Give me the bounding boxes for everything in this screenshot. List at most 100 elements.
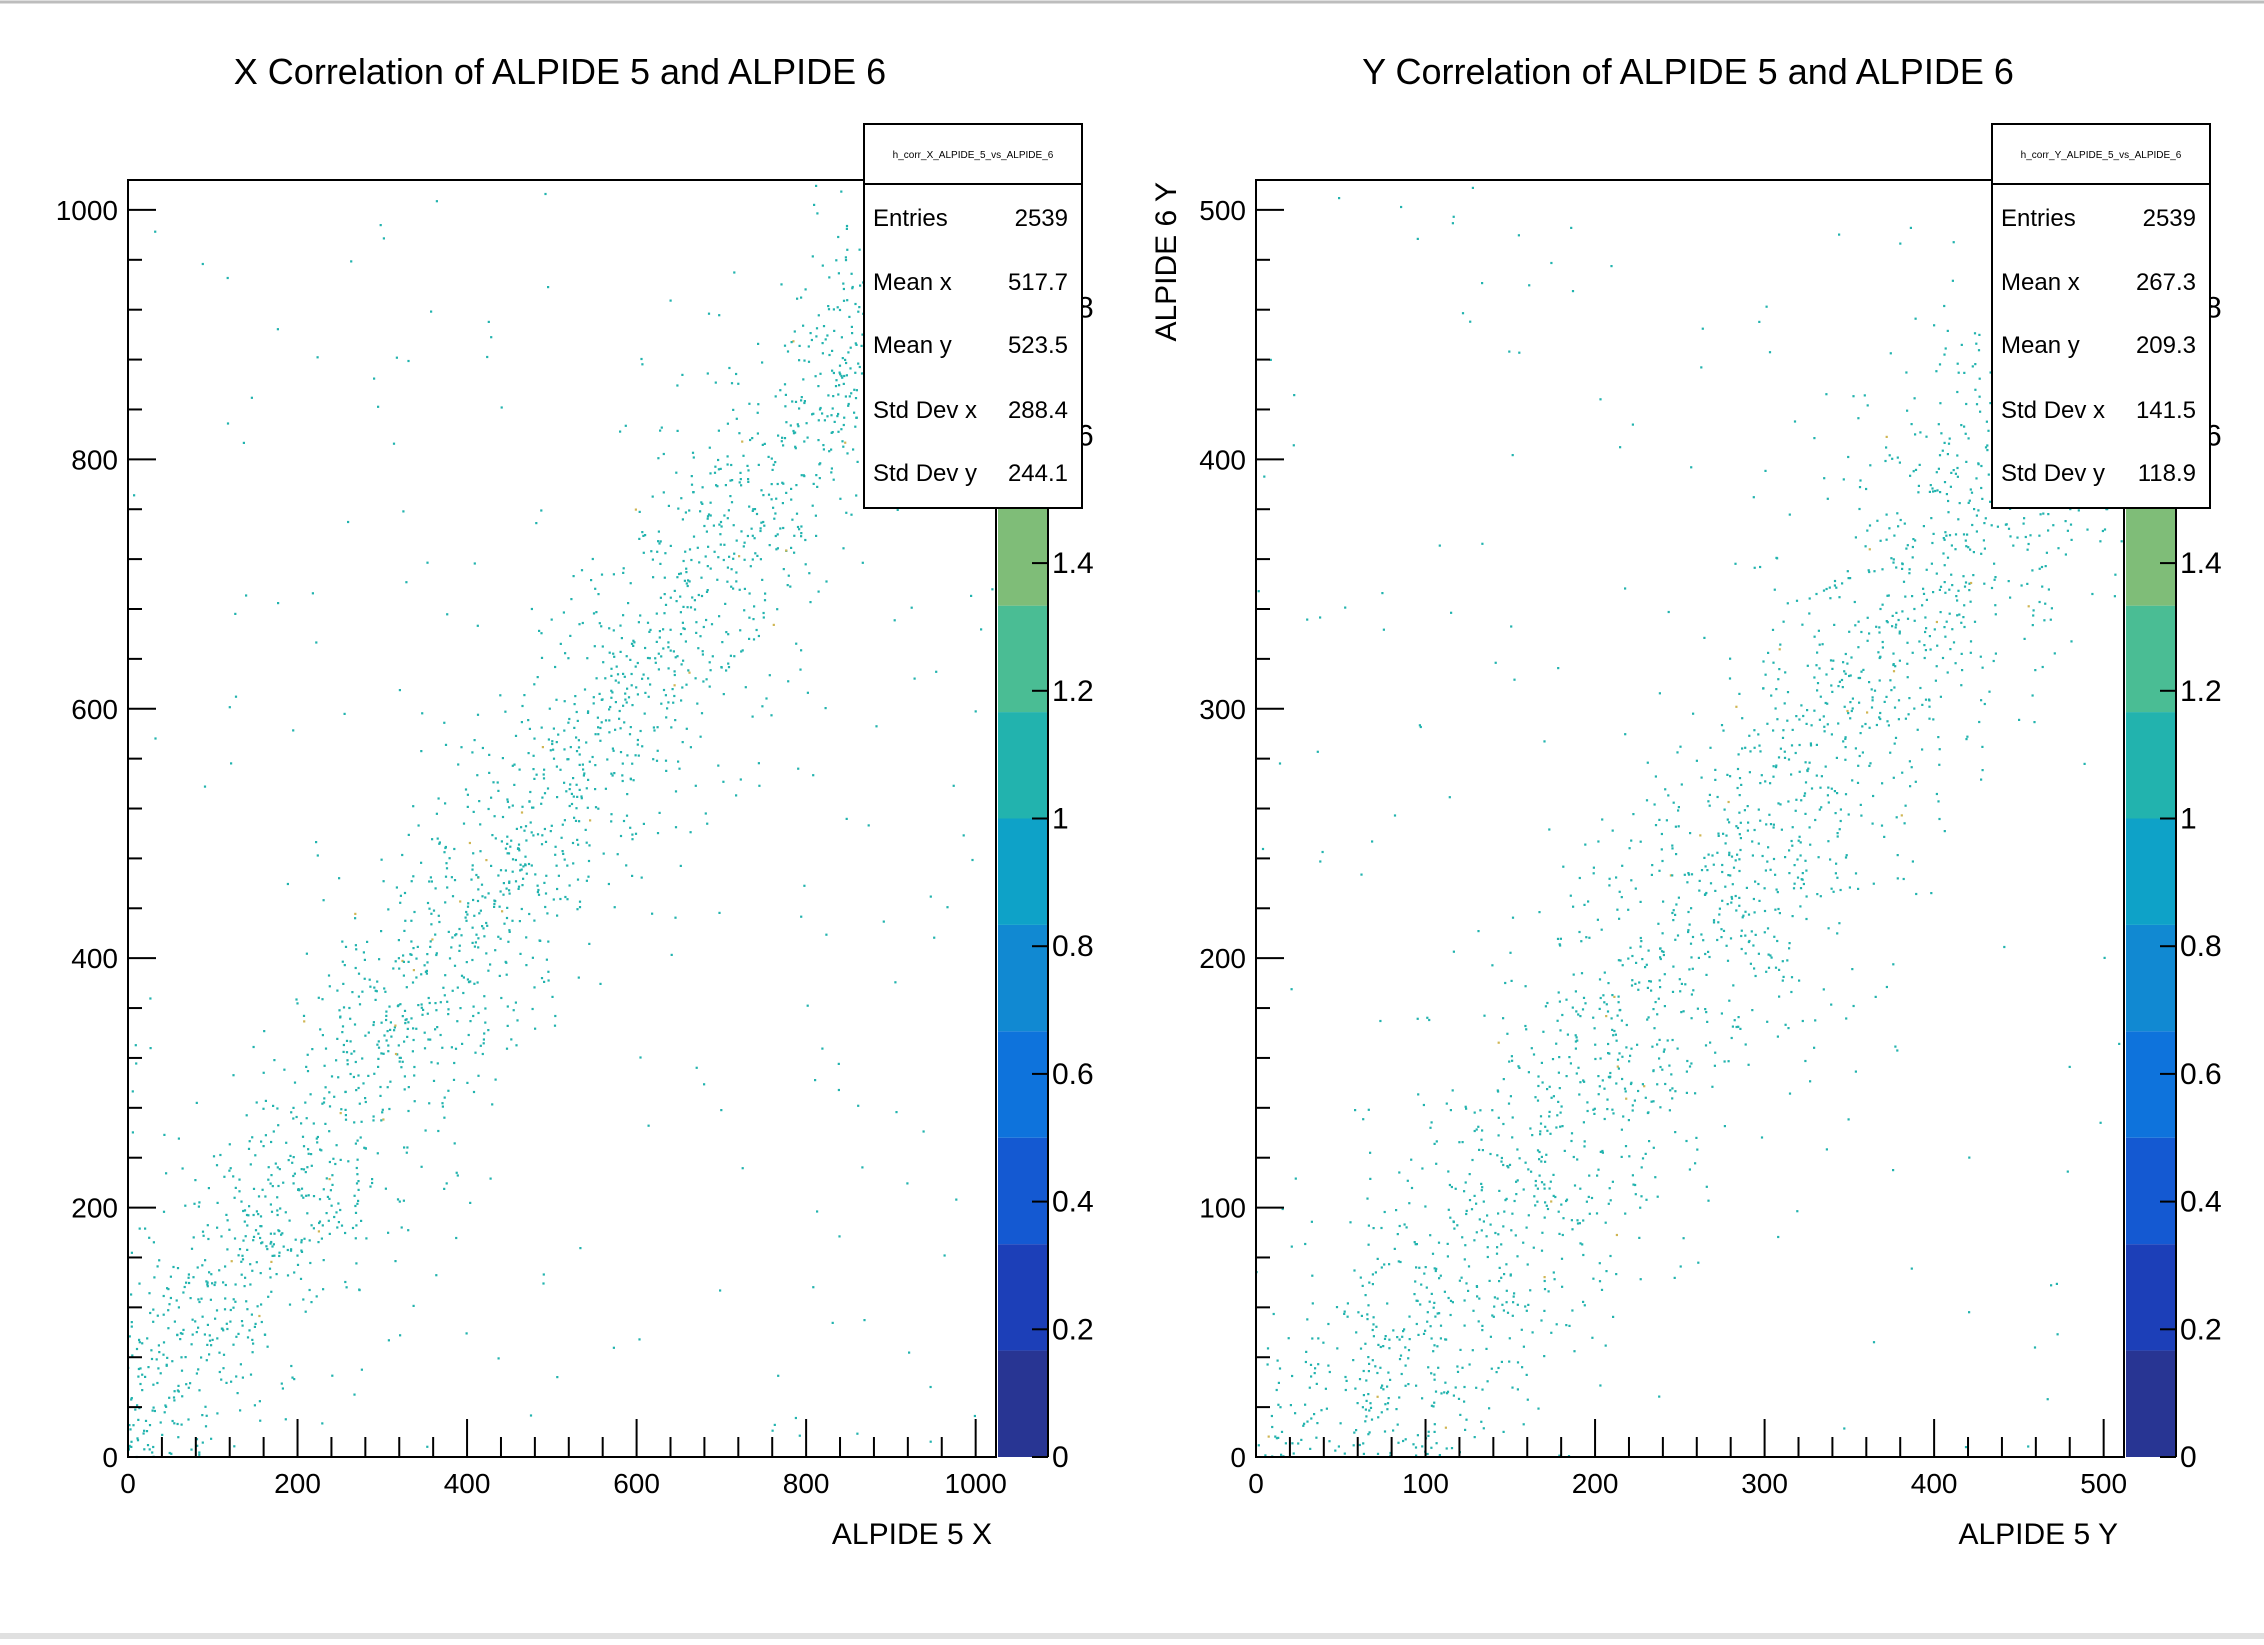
- data-point: [1597, 1093, 1600, 1096]
- data-point: [215, 1309, 219, 1312]
- data-point: [339, 1208, 342, 1212]
- data-point: [1853, 600, 1856, 604]
- data-point: [1648, 1140, 1651, 1143]
- data-point: [659, 540, 662, 543]
- data-point: [561, 850, 564, 853]
- data-point: [168, 1303, 171, 1306]
- data-point: [377, 1046, 381, 1049]
- data-point: [567, 758, 570, 761]
- data-point: [1601, 1151, 1604, 1154]
- data-point: [1566, 1033, 1569, 1036]
- data-point: [1994, 604, 1997, 607]
- data-point: [1819, 895, 1822, 898]
- data-point: [896, 508, 899, 511]
- data-point: [1735, 825, 1738, 828]
- data-point: [1369, 1177, 1372, 1180]
- data-point: [301, 1135, 305, 1138]
- stats-box[interactable]: h_corr_X_ALPIDE_5_vs_ALPIDE_6 Entries 25…: [863, 123, 1083, 509]
- data-point: [331, 1374, 334, 1377]
- data-point: [1438, 544, 1441, 547]
- data-point: [1952, 641, 1956, 644]
- data-point: [374, 998, 377, 1001]
- data-point: [1435, 1140, 1438, 1143]
- data-point: [796, 525, 800, 529]
- stats-box[interactable]: h_corr_Y_ALPIDE_5_vs_ALPIDE_6 Entries 25…: [1991, 123, 2211, 509]
- data-point: [1587, 900, 1590, 903]
- data-point: [506, 835, 509, 838]
- data-point: [292, 1174, 295, 1178]
- data-point: [817, 439, 820, 442]
- data-point: [1404, 1346, 1407, 1349]
- data-point: [658, 542, 661, 545]
- data-point: [521, 805, 524, 808]
- data-point: [164, 1404, 167, 1407]
- data-point: [1906, 617, 1910, 620]
- data-point: [1704, 952, 1707, 956]
- data-point: [725, 669, 728, 672]
- data-point: [822, 448, 825, 451]
- data-point: [666, 707, 669, 710]
- data-point: [1605, 1270, 1608, 1273]
- data-point: [1290, 988, 1293, 991]
- data-point: [1458, 1141, 1461, 1144]
- data-point: [853, 411, 856, 414]
- data-point: [594, 806, 598, 809]
- data-point: [2026, 548, 2029, 551]
- data-point: [354, 1211, 358, 1214]
- data-point: [545, 958, 548, 961]
- data-point: [472, 898, 475, 902]
- data-point: [1830, 887, 1833, 890]
- data-point: [179, 1332, 182, 1335]
- data-point: [1491, 1314, 1494, 1317]
- data-point: [1969, 600, 1972, 603]
- data-point: [768, 674, 771, 677]
- data-point: [1851, 707, 1854, 710]
- data-point: [198, 1300, 201, 1304]
- data-point: [1657, 922, 1660, 925]
- data-point: [861, 333, 864, 336]
- data-point: [1773, 588, 1776, 591]
- data-point: [574, 695, 577, 698]
- data-point: [434, 1002, 437, 1005]
- data-point: [1364, 1420, 1367, 1423]
- data-point: [272, 1243, 275, 1246]
- data-point: [1806, 709, 1809, 712]
- data-point: [248, 1205, 251, 1208]
- data-point: [187, 1418, 190, 1421]
- data-point: [1417, 1333, 1420, 1336]
- data-point: [315, 1137, 318, 1140]
- data-point: [684, 511, 687, 514]
- data-point: [2023, 517, 2026, 520]
- data-point: [2012, 544, 2015, 547]
- data-point: [142, 1432, 145, 1435]
- data-point: [226, 422, 230, 425]
- data-point: [1270, 1414, 1273, 1418]
- data-point: [1975, 342, 1978, 345]
- data-point: [213, 1283, 216, 1287]
- data-point: [511, 804, 514, 807]
- data-point: [800, 535, 803, 538]
- data-point: [728, 366, 731, 370]
- data-point: [236, 1392, 239, 1395]
- data-point: [757, 342, 760, 345]
- data-point: [552, 748, 555, 751]
- data-point: [815, 327, 819, 330]
- data-point: [321, 1034, 324, 1037]
- data-point: [261, 1188, 264, 1191]
- data-point: [467, 902, 470, 905]
- data-point: [1464, 1244, 1467, 1247]
- data-point: [683, 627, 686, 631]
- data-point: [701, 650, 704, 653]
- data-point: [1986, 444, 1989, 447]
- data-point: [1925, 568, 1928, 571]
- data-point: [1565, 1324, 1568, 1327]
- data-point: [260, 1140, 263, 1143]
- data-point: [1809, 742, 1812, 745]
- data-point: [1624, 1212, 1627, 1215]
- data-point: [423, 964, 426, 967]
- data-point: [1399, 1260, 1402, 1264]
- data-point: [464, 916, 467, 919]
- data-point: [676, 384, 679, 387]
- data-point: [557, 733, 560, 736]
- data-point: [720, 666, 723, 669]
